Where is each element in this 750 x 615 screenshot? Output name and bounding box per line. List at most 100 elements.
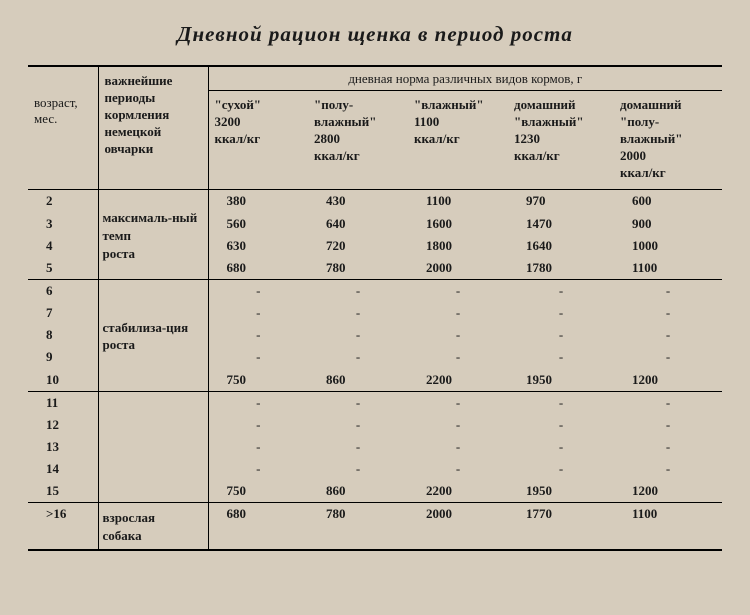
period-cell (98, 391, 208, 503)
value-cell: - (308, 458, 408, 480)
value-cell: 1950 (508, 480, 614, 503)
value-cell: - (208, 346, 308, 368)
value-cell: 900 (614, 213, 722, 235)
value-cell: - (308, 280, 408, 303)
age-cell: 10 (28, 369, 98, 392)
age-cell: 14 (28, 458, 98, 480)
value-cell: - (308, 302, 408, 324)
value-cell: - (408, 391, 508, 414)
col-header-food-3: домашний"влажный"1230ккал/кг (508, 91, 614, 190)
value-cell: - (408, 436, 508, 458)
page: Дневной рацион щенка в период роста возр… (0, 0, 750, 615)
value-cell: 970 (508, 190, 614, 213)
value-cell: - (614, 302, 722, 324)
value-cell: 430 (308, 190, 408, 213)
value-cell: 2200 (408, 480, 508, 503)
value-cell: - (614, 458, 722, 480)
value-cell: 2200 (408, 369, 508, 392)
col-header-age: возраст, мес. (28, 66, 98, 190)
col-header-food-1: "полу-влажный"2800ккал/кг (308, 91, 408, 190)
col-header-food-2: "влажный"1100ккал/кг (408, 91, 508, 190)
value-cell: - (614, 324, 722, 346)
value-cell: - (508, 436, 614, 458)
value-cell: - (208, 391, 308, 414)
value-cell: 1780 (508, 257, 614, 280)
value-cell: - (208, 436, 308, 458)
value-cell: - (208, 280, 308, 303)
value-cell: - (614, 414, 722, 436)
value-cell: 780 (308, 257, 408, 280)
value-cell: - (208, 324, 308, 346)
col-header-food-0: "сухой"3200ккал/кг (208, 91, 308, 190)
value-cell: - (508, 280, 614, 303)
value-cell: - (308, 436, 408, 458)
value-cell: 1200 (614, 480, 722, 503)
age-cell: 3 (28, 213, 98, 235)
value-cell: 1100 (408, 190, 508, 213)
value-cell: - (508, 302, 614, 324)
value-cell: 750 (208, 480, 308, 503)
age-cell: 7 (28, 302, 98, 324)
value-cell: 1100 (614, 503, 722, 550)
value-cell: - (408, 280, 508, 303)
value-cell: - (308, 414, 408, 436)
value-cell: - (508, 346, 614, 368)
value-cell: - (614, 280, 722, 303)
value-cell: 600 (614, 190, 722, 213)
value-cell: 720 (308, 235, 408, 257)
value-cell: - (408, 324, 508, 346)
ration-table-mount: возраст, мес.важнейшиепериодыкормленияне… (28, 65, 722, 551)
value-cell: 860 (308, 369, 408, 392)
value-cell: - (508, 391, 614, 414)
age-cell: 2 (28, 190, 98, 213)
value-cell: 2000 (408, 503, 508, 550)
value-cell: 560 (208, 213, 308, 235)
age-cell: 6 (28, 280, 98, 303)
age-cell: 5 (28, 257, 98, 280)
age-cell: 4 (28, 235, 98, 257)
value-cell: 780 (308, 503, 408, 550)
age-cell: 11 (28, 391, 98, 414)
value-cell: 1600 (408, 213, 508, 235)
value-cell: 1640 (508, 235, 614, 257)
age-cell: 8 (28, 324, 98, 346)
value-cell: - (508, 458, 614, 480)
value-cell: 1470 (508, 213, 614, 235)
value-cell: - (614, 346, 722, 368)
value-cell: - (614, 436, 722, 458)
col-header-period: важнейшиепериодыкормлениянемецкойовчарки (98, 66, 208, 190)
value-cell: - (408, 302, 508, 324)
value-cell: 860 (308, 480, 408, 503)
value-cell: - (508, 414, 614, 436)
value-cell: 1100 (614, 257, 722, 280)
value-cell: 1950 (508, 369, 614, 392)
value-cell: 1200 (614, 369, 722, 392)
age-cell: >16 (28, 503, 98, 550)
col-header-foods-span: дневная норма различных видов кормов, г (208, 66, 722, 91)
value-cell: - (614, 391, 722, 414)
value-cell: 1770 (508, 503, 614, 550)
ration-table: возраст, мес.важнейшиепериодыкормленияне… (28, 65, 722, 551)
value-cell: - (208, 458, 308, 480)
value-cell: 680 (208, 503, 308, 550)
age-cell: 12 (28, 414, 98, 436)
col-header-food-4: домашний"полу-влажный"2000ккал/кг (614, 91, 722, 190)
value-cell: - (308, 391, 408, 414)
value-cell: 1000 (614, 235, 722, 257)
value-cell: 2000 (408, 257, 508, 280)
value-cell: - (208, 302, 308, 324)
value-cell: - (508, 324, 614, 346)
value-cell: - (308, 346, 408, 368)
value-cell: - (408, 414, 508, 436)
value-cell: 750 (208, 369, 308, 392)
value-cell: - (408, 458, 508, 480)
page-title: Дневной рацион щенка в период роста (28, 22, 722, 47)
value-cell: 1800 (408, 235, 508, 257)
period-cell: максималь-ныйтемпроста (98, 190, 208, 280)
age-cell: 13 (28, 436, 98, 458)
value-cell: 630 (208, 235, 308, 257)
value-cell: - (308, 324, 408, 346)
period-cell: стабилиза-цияроста (98, 280, 208, 392)
age-cell: 9 (28, 346, 98, 368)
value-cell: 680 (208, 257, 308, 280)
